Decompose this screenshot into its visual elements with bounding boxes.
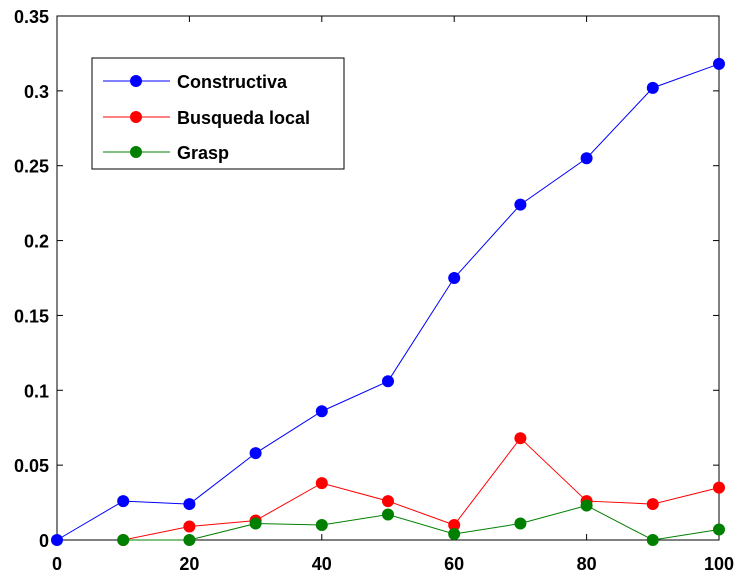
data-point: [713, 523, 725, 536]
data-point: [713, 57, 725, 70]
legend-entries: Constructiva Busqueda local Grasp: [103, 72, 310, 163]
data-point: [514, 432, 527, 445]
data-point: [382, 495, 394, 508]
legend-marker: [130, 111, 142, 123]
data-point: [514, 198, 527, 211]
y-tick-label: 0.35: [14, 7, 49, 27]
data-point: [382, 508, 394, 521]
data-point: [580, 499, 593, 512]
y-tick-label: 0.05: [14, 456, 49, 476]
data-point: [315, 477, 328, 490]
data-point: [117, 495, 130, 508]
data-point: [646, 81, 659, 94]
series-grasp: [117, 499, 725, 546]
y-tick-label: 0.25: [14, 157, 49, 177]
series-layer: [51, 57, 725, 546]
data-point: [580, 152, 593, 165]
axis-ticks: 0 20 40 60 80 100 0 0.05 0.1 0.15 0.2 0.25 0.3 0.35: [14, 7, 734, 574]
data-point: [249, 447, 262, 460]
legend-label: Grasp: [177, 143, 229, 163]
y-tick-label: 0.15: [14, 306, 49, 326]
legend-label: Busqueda local: [177, 108, 310, 128]
data-point: [713, 481, 725, 494]
legend-marker: [130, 75, 142, 87]
data-point: [183, 534, 196, 546]
series-line: [123, 437, 720, 541]
data-point: [448, 519, 461, 532]
series-line: [123, 505, 720, 541]
data-point: [183, 498, 196, 511]
legend: Constructiva Busqueda local Grasp: [91, 57, 345, 170]
data-point: [51, 534, 63, 546]
x-tick-label: 0: [52, 554, 62, 574]
y-tick-label: 0.2: [24, 232, 49, 252]
data-point: [646, 534, 659, 546]
legend-label: Constructiva: [177, 72, 288, 92]
legend-marker: [130, 146, 142, 158]
data-point: [382, 375, 394, 388]
y-tick-label: 0.1: [24, 381, 49, 401]
x-tick-label: 80: [577, 554, 597, 574]
x-tick-label: 60: [444, 554, 464, 574]
x-tick-label: 100: [704, 554, 734, 574]
x-tick-label: 40: [312, 554, 332, 574]
y-tick-label: 0.3: [24, 82, 49, 102]
data-point: [249, 517, 262, 530]
data-point: [315, 405, 328, 418]
series-constructiva: [51, 57, 725, 546]
y-tick-label: 0: [39, 531, 49, 551]
data-point: [646, 498, 659, 511]
data-point: [117, 534, 130, 546]
data-point: [315, 519, 328, 532]
data-point: [183, 520, 196, 533]
data-point: [448, 528, 461, 541]
data-point: [514, 517, 527, 530]
x-tick-label: 20: [179, 554, 199, 574]
data-point: [448, 272, 461, 284]
